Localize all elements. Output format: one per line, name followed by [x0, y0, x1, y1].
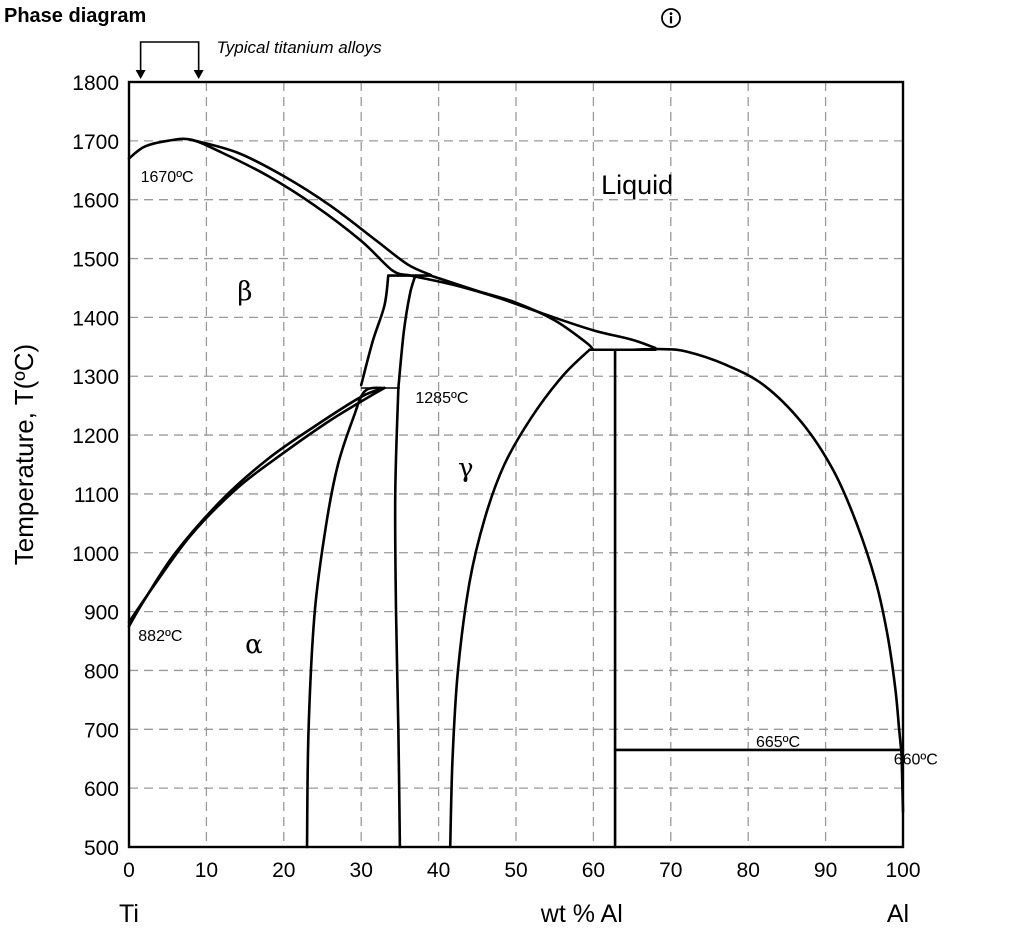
y-tick-label: 1300	[72, 366, 119, 389]
x-axis-right-end-label: Al	[887, 900, 909, 928]
plot-frame	[127, 80, 905, 849]
annotation-label: 665ºC	[756, 734, 800, 751]
phase-line-solidus-mid	[429, 274, 595, 352]
y-tick-label: 500	[84, 837, 119, 860]
y-tick-label: 600	[84, 778, 119, 801]
y-tick-label: 1500	[72, 249, 119, 272]
annotation-label: γ	[458, 453, 474, 483]
phase-line-alpha-gamma-upper	[397, 274, 417, 390]
x-tick-label: 50	[504, 859, 527, 882]
x-tick-label: 20	[272, 859, 295, 882]
x-tick-label: 30	[350, 859, 373, 882]
y-tick-label: 1200	[72, 425, 119, 448]
bracket-label: Typical titanium alloys	[217, 38, 383, 57]
y-tick-label: 700	[84, 719, 119, 742]
y-axis-label: Temperature, T(ºC)	[9, 344, 39, 565]
tick-labels: 0 10 20 30 40 50 60 70 80 90 100 500 600 700 800 900 100…	[72, 72, 920, 882]
x-axis-left-end-label: Ti	[119, 900, 139, 928]
phase-boundaries	[127, 137, 905, 849]
phase-line-liquidus-mid	[406, 273, 657, 350]
annotation-label: 1285ºC	[415, 390, 468, 407]
x-tick-label: 0	[123, 859, 135, 882]
annotation-label: 882ºC	[138, 628, 182, 645]
y-tick-label: 1000	[72, 543, 119, 566]
annotation-label: α	[245, 630, 263, 660]
phase-line-alpha-beta-upper	[359, 274, 390, 387]
phase-line-solidus-left	[189, 138, 433, 277]
annotation-label: β	[237, 277, 252, 307]
alloy-bracket: Typical titanium alloys	[135, 38, 383, 79]
x-tick-label: 70	[659, 859, 682, 882]
grid-lines	[129, 82, 903, 847]
page-title: Phase diagram	[4, 5, 147, 27]
phase-line-beta-transus	[127, 386, 386, 624]
y-tick-label: 1100	[74, 484, 119, 507]
y-tick-label: 1800	[72, 72, 119, 95]
annotation-label: 660ºC	[894, 752, 938, 769]
y-tick-label: 1600	[72, 190, 119, 213]
phase-line-alpha-transus	[127, 386, 386, 628]
x-tick-label: 80	[737, 859, 760, 882]
phase-line-liquidus-left	[127, 137, 409, 277]
annotation-label: Liquid	[601, 170, 673, 200]
annotations: 1670ºC 1285ºC 882ºC 665ºC 660ºC Liquid β γ α	[138, 169, 938, 769]
phase-line-ti3al-right	[393, 386, 402, 849]
x-tick-label: 90	[814, 859, 837, 882]
x-tick-label: 60	[582, 859, 605, 882]
phase-line-ti3al-left	[305, 386, 386, 849]
info-circle-icon[interactable]	[660, 7, 682, 29]
y-tick-label: 800	[84, 660, 119, 683]
x-axis-label: wt % Al	[540, 900, 623, 928]
bracket-line	[139, 41, 200, 70]
bracket-arrow	[135, 70, 146, 79]
y-tick-label: 1700	[72, 131, 119, 154]
x-tick-label: 10	[195, 859, 218, 882]
phase-line-tial-left-boundary	[448, 348, 591, 849]
bracket-arrow	[193, 70, 204, 79]
y-tick-label: 1400	[72, 307, 119, 330]
x-tick-label: 40	[427, 859, 450, 882]
x-tick-label: 100	[885, 859, 920, 882]
y-tick-label: 900	[84, 602, 119, 625]
annotation-label: 1670ºC	[141, 169, 194, 186]
phase-line-liquidus-right	[630, 347, 903, 755]
